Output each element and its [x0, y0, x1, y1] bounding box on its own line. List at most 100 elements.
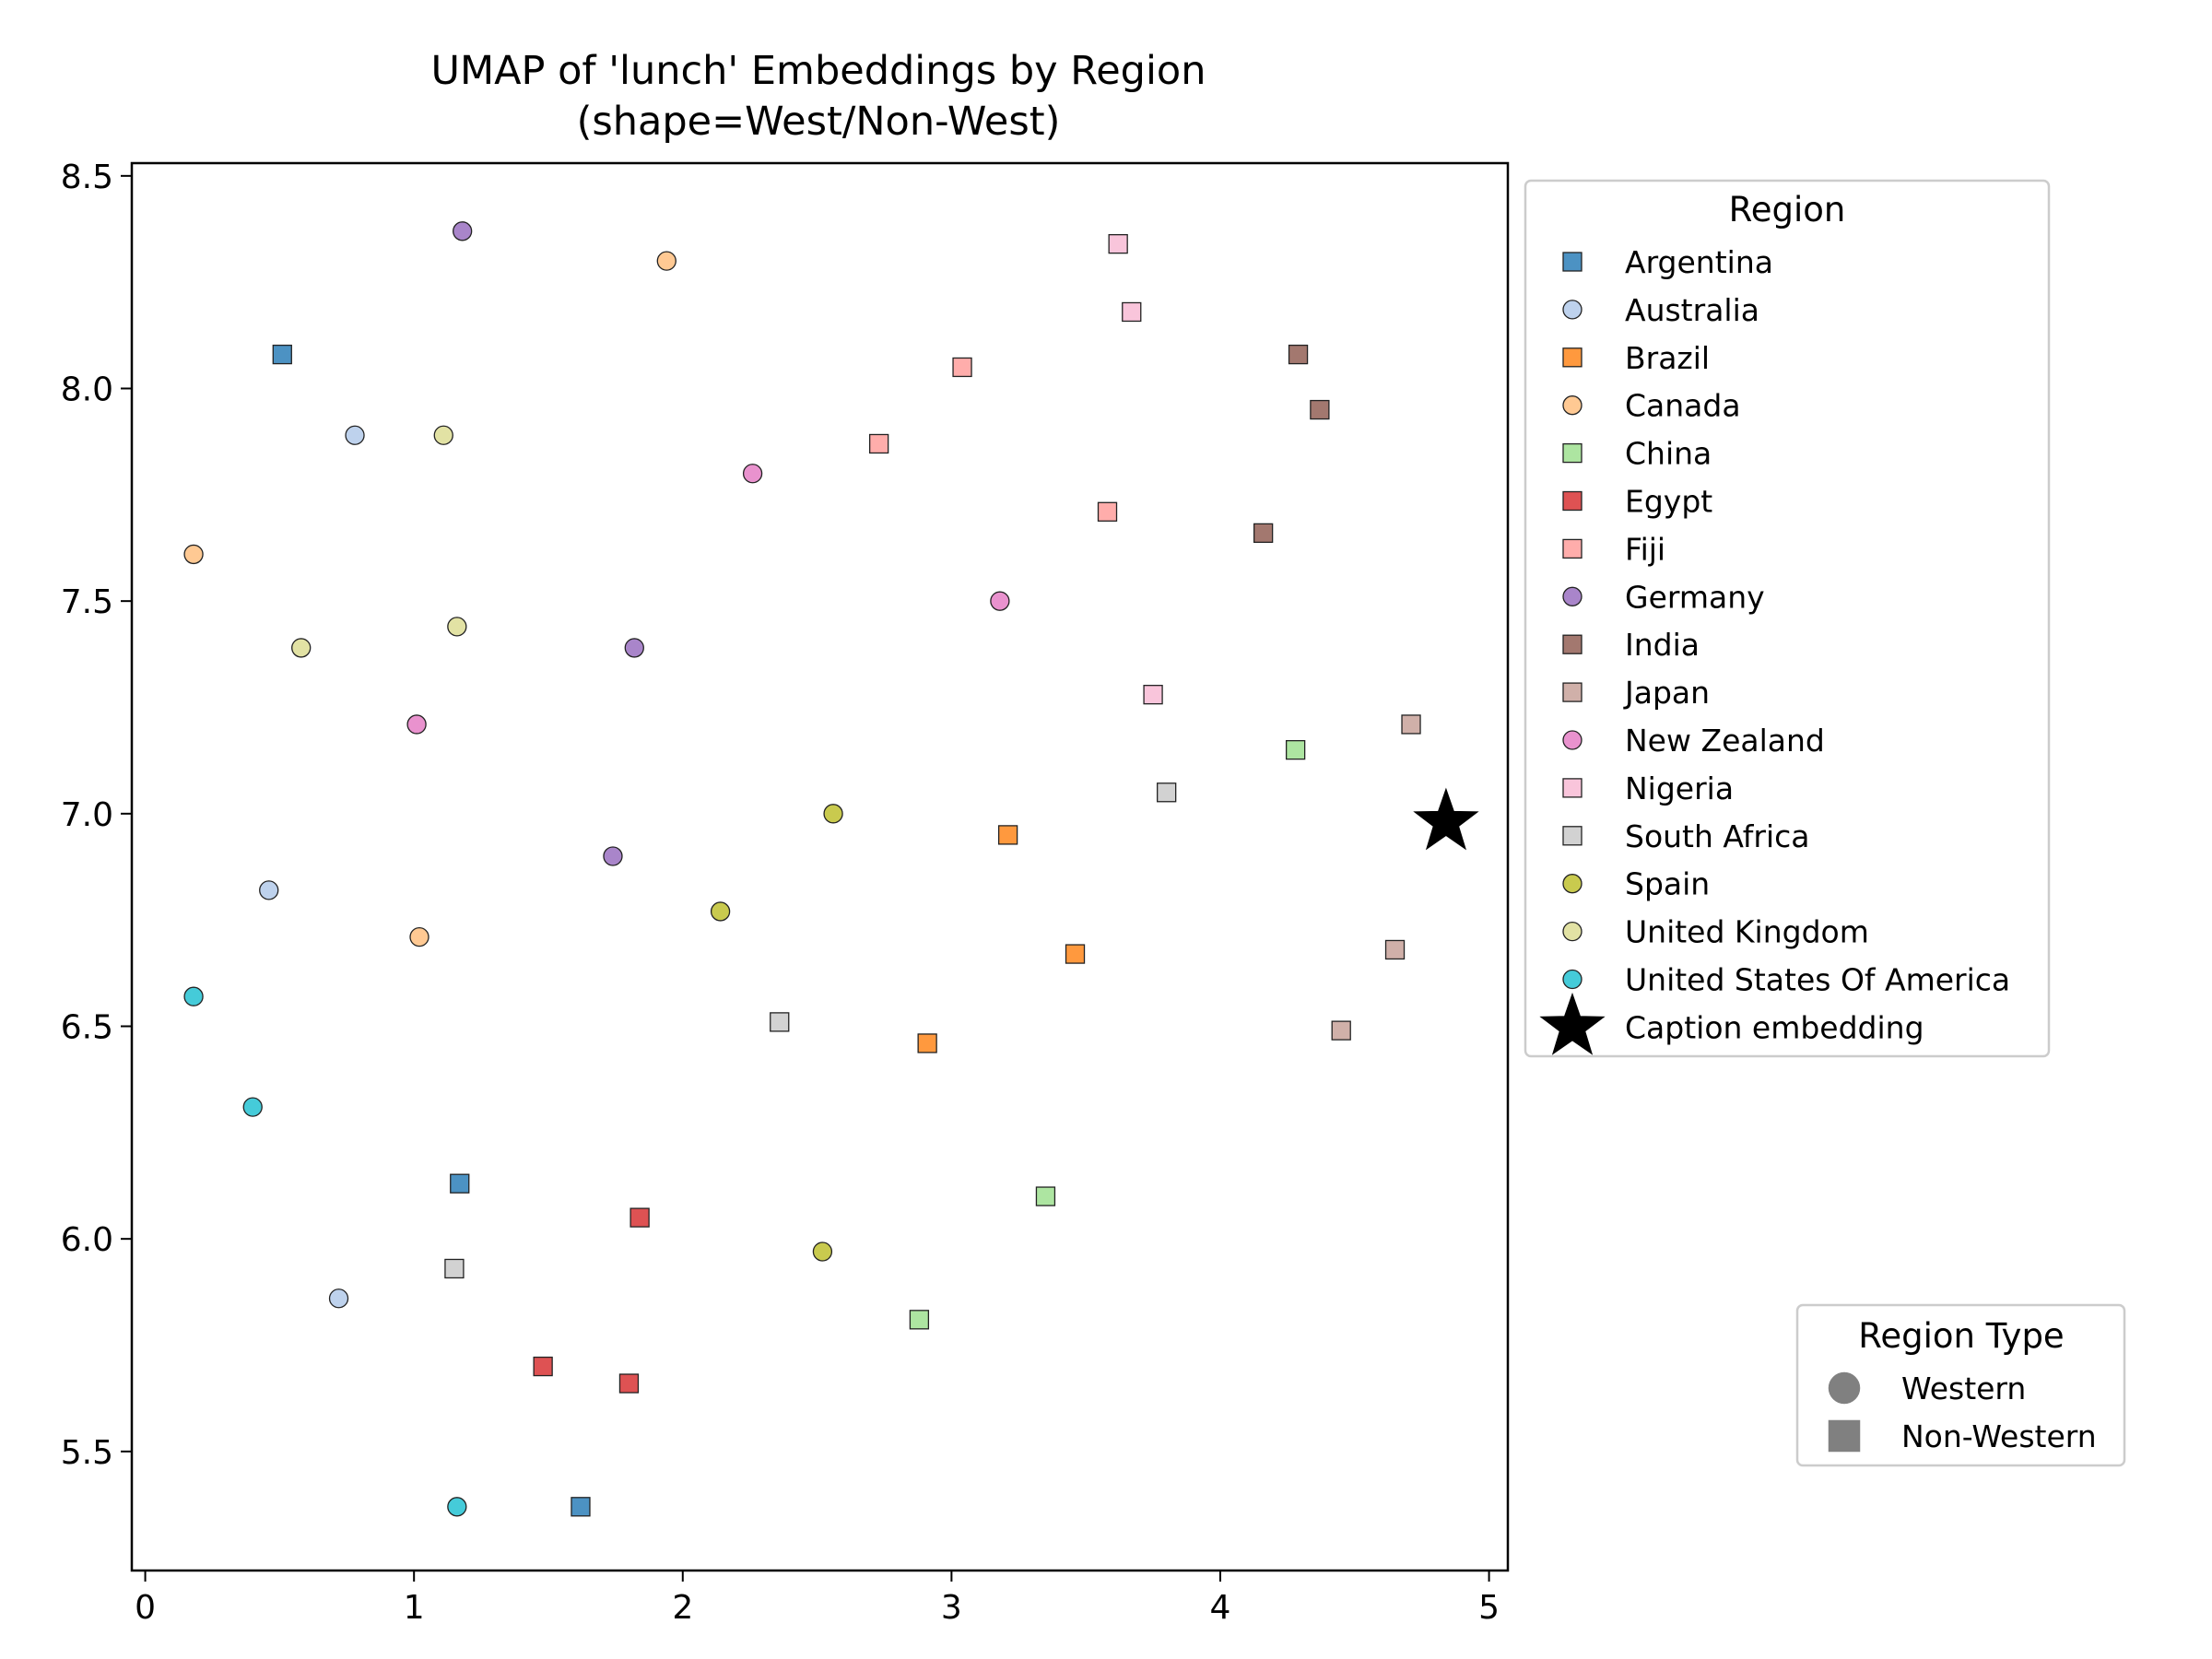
point-germany [603, 846, 623, 866]
legend-label-fiji: Fiji [1625, 531, 1665, 567]
legend-marker-japan [1562, 682, 1583, 702]
point-brazil [997, 825, 1018, 845]
point-china [1035, 1186, 1056, 1206]
x-tick-label: 1 [404, 1589, 425, 1627]
point-canada [183, 544, 204, 565]
region-legend-frame [1524, 179, 2051, 1058]
shape-legend-marker-non-western [1828, 1419, 1861, 1453]
point-egypt [618, 1373, 640, 1394]
point-australia [345, 425, 365, 445]
legend-label-germany: Germany [1625, 579, 1765, 615]
point-canada [656, 251, 677, 271]
legend-marker-canada [1562, 395, 1583, 416]
legend-label-australia: Australia [1625, 292, 1759, 328]
legend-marker-fiji [1562, 538, 1583, 559]
legend-label-argentina: Argentina [1625, 244, 1773, 280]
point-japan [1331, 1020, 1351, 1041]
point-egypt [533, 1356, 553, 1377]
legend-marker-india [1562, 634, 1583, 654]
x-tick-label: 0 [135, 1589, 156, 1627]
point-china [1285, 739, 1306, 760]
legend-marker-australia [1562, 300, 1583, 320]
legend-marker-united-states-of-america [1562, 969, 1583, 990]
legend-marker-caption-embedding [1539, 992, 1606, 1055]
chart-title: UMAP of 'lunch' Embeddings by Region [431, 48, 1206, 94]
y-tick-label: 6.0 [61, 1221, 113, 1259]
legend-marker-new-zealand [1562, 730, 1583, 750]
point-united-states-of-america [183, 986, 204, 1006]
legend-label-south-africa: South Africa [1625, 818, 1810, 854]
point-japan [1401, 714, 1421, 735]
legend-label-united-kingdom: United Kingdom [1625, 914, 1869, 950]
x-axis: 0 1 2 3 4 5 [135, 1571, 1500, 1627]
legend-marker-argentina [1562, 252, 1583, 272]
point-fiji [869, 433, 889, 454]
region-legend: Region Argentina Australia Brazil Canada Chi… [1524, 179, 2051, 1058]
point-india [1253, 523, 1274, 544]
legend-label-japan: Japan [1623, 675, 1710, 711]
point-australia [328, 1288, 349, 1309]
legend-label-canada: Canada [1625, 388, 1741, 424]
x-tick-label: 5 [1478, 1589, 1500, 1627]
legend-marker-germany [1562, 586, 1583, 606]
y-tick-label: 7.0 [61, 796, 113, 834]
point-nigeria [1108, 234, 1128, 254]
legend-label-brazil: Brazil [1625, 340, 1710, 376]
point-new-zealand [406, 714, 427, 735]
point-india [1288, 344, 1309, 365]
point-australia [259, 880, 279, 900]
legend-label-egypt: Egypt [1625, 484, 1712, 520]
region-legend-title: Region [1729, 190, 1846, 229]
legend-marker-nigeria [1562, 778, 1583, 798]
legend-label-new-zealand: New Zealand [1625, 723, 1825, 759]
x-tick-label: 2 [672, 1589, 693, 1627]
y-tick-label: 7.5 [61, 583, 113, 621]
legend-marker-united-kingdom [1562, 921, 1583, 942]
legend-label-caption-embedding: Caption embedding [1625, 1009, 1924, 1045]
point-brazil [1065, 944, 1086, 964]
legend-label-united-states-of-america: United States Of America [1625, 962, 2010, 998]
point-spain [812, 1241, 833, 1262]
x-tick-label: 4 [1210, 1589, 1231, 1627]
point-fiji [1097, 501, 1118, 522]
point-brazil [917, 1033, 937, 1053]
point-egypt [629, 1207, 650, 1228]
point-spain [710, 901, 731, 922]
point-united-kingdom [433, 425, 453, 445]
y-tick-label: 8.5 [61, 159, 113, 196]
point-canada [409, 926, 429, 947]
point-united-states-of-america [242, 1097, 263, 1117]
point-nigeria [1143, 685, 1163, 705]
shape-legend-marker-western [1828, 1371, 1861, 1405]
y-tick-label: 5.5 [61, 1434, 113, 1472]
point-south-africa [1157, 782, 1177, 803]
point-united-kingdom [447, 617, 467, 637]
legend-marker-spain [1562, 874, 1583, 894]
point-india [1310, 399, 1330, 420]
region-type-legend-title: Region Type [1858, 1316, 2064, 1356]
legend-label-india: India [1625, 627, 1700, 663]
point-south-africa [444, 1258, 465, 1279]
point-spain [823, 804, 843, 824]
plot-frame [130, 161, 1510, 1572]
point-new-zealand [742, 464, 763, 484]
y-axis: 5.5 6.0 6.5 7.0 7.5 8.0 8.5 [61, 159, 132, 1472]
point-united-states-of-america [447, 1497, 467, 1517]
y-tick-label: 6.5 [61, 1008, 113, 1046]
point-south-africa [770, 1012, 790, 1032]
point-nigeria [1122, 301, 1142, 323]
shape-legend-label-western: Western [1901, 1371, 2026, 1406]
legend-marker-south-africa [1562, 826, 1583, 846]
legend-marker-egypt [1562, 490, 1583, 512]
point-china [909, 1310, 930, 1330]
point-germany [624, 638, 644, 658]
region-type-legend-frame [1795, 1303, 2126, 1467]
plot-area [183, 221, 1479, 1517]
shape-legend-label-non-western: Non-Western [1901, 1418, 2097, 1454]
point-united-kingdom [291, 638, 312, 658]
legend-label-spain: Spain [1625, 866, 1710, 902]
legend-label-china: China [1625, 436, 1712, 472]
legend-marker-brazil [1562, 347, 1583, 368]
point-fiji [952, 357, 972, 378]
